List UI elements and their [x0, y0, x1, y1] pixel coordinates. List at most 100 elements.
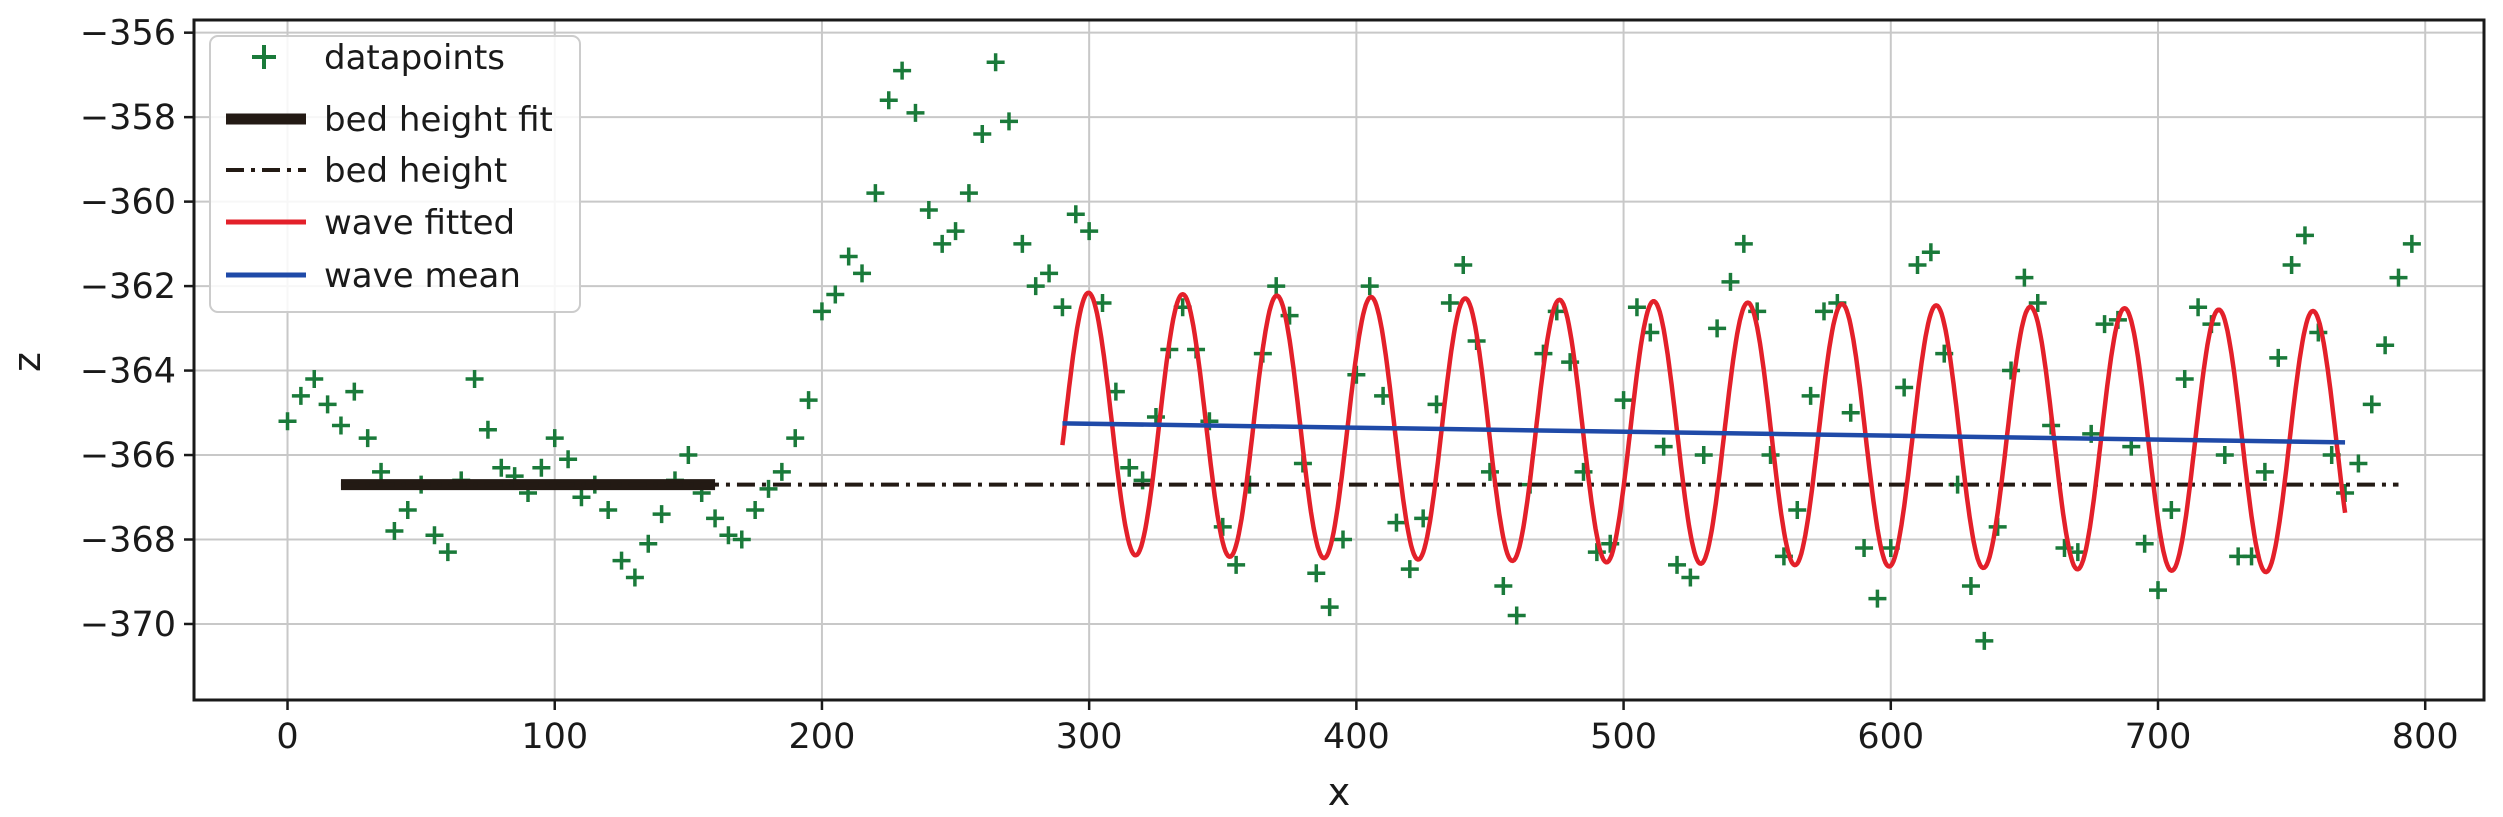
datapoint-117 — [1841, 403, 1860, 422]
datapoint-130 — [2015, 268, 2034, 287]
datapoint-52 — [973, 125, 992, 144]
datapoint-79 — [1334, 530, 1353, 549]
datapoint-118 — [1855, 538, 1874, 557]
datapoint-22 — [572, 488, 591, 507]
legend-label-bed-height-fit: bed height fit — [324, 100, 553, 140]
y-tick-label-364: −364 — [80, 352, 176, 392]
datapoint-45 — [879, 91, 898, 110]
datapoint-43 — [853, 264, 872, 283]
datapoint-8 — [385, 522, 404, 541]
legend-entry-bed-height: bed height — [226, 151, 507, 191]
datapoint-77 — [1307, 564, 1326, 583]
wave-mean-line — [1062, 421, 2346, 445]
datapoint-50 — [946, 222, 965, 241]
y-tick-label-356: −356 — [80, 14, 176, 54]
datapoint-58 — [1053, 298, 1072, 317]
datapoint-48 — [919, 201, 938, 220]
legend-label-datapoints: datapoints — [324, 38, 505, 78]
datapoint-106 — [1694, 446, 1713, 465]
datapoint-119 — [1868, 589, 1887, 608]
x-tick-label-800: 800 — [2392, 717, 2459, 757]
datapoint-9 — [398, 500, 417, 519]
datapoint-127 — [1975, 631, 1994, 650]
datapoint-49 — [933, 234, 952, 253]
y-tick-label-368: −368 — [80, 521, 176, 561]
plot-frame — [192, 18, 2486, 702]
x-tick-label-700: 700 — [2125, 717, 2192, 757]
datapoint-114 — [1801, 386, 1820, 405]
datapoint-1 — [291, 386, 310, 405]
legend-entry-wave-fitted: wave fitted — [226, 203, 515, 243]
datapoint-14 — [465, 370, 484, 389]
datapoint-83 — [1387, 513, 1406, 532]
datapoint-103 — [1654, 437, 1673, 456]
datapoint-123 — [1921, 243, 1940, 262]
datapoint-84 — [1400, 560, 1419, 579]
datapoint-11 — [425, 526, 444, 545]
datapoint-57 — [1040, 264, 1059, 283]
datapoint-3 — [318, 395, 337, 414]
datapoint-74 — [1267, 277, 1286, 296]
datapoint-101 — [1627, 298, 1646, 317]
datapoint-122 — [1908, 255, 1927, 274]
datapoint-87 — [1440, 293, 1459, 312]
x-tick-label-400: 400 — [1323, 717, 1390, 757]
datapoint-142 — [2175, 370, 2194, 389]
datapoint-25 — [612, 551, 631, 570]
datapoint-47 — [906, 103, 925, 122]
legend-entry-wave-mean: wave mean — [226, 256, 521, 296]
x-tick-label-600: 600 — [1857, 717, 1924, 757]
datapoint-39 — [799, 391, 818, 410]
datapoint-81 — [1360, 277, 1379, 296]
legend-label-wave-fitted: wave fitted — [324, 203, 515, 243]
datapoint-20 — [545, 429, 564, 448]
datapoint-34 — [732, 530, 751, 549]
legend-swatch-datapoints — [252, 45, 276, 69]
datapoint-59 — [1066, 205, 1085, 224]
datapoint-12 — [438, 543, 457, 562]
datapoint-38 — [786, 429, 805, 448]
datapoint-158 — [2389, 268, 2408, 287]
x-tick-label-200: 200 — [789, 717, 856, 757]
legend-entry-datapoints: datapoints — [252, 38, 505, 78]
datapoint-35 — [746, 500, 765, 519]
datapoint-92 — [1507, 606, 1526, 625]
datapoint-148 — [2255, 462, 2274, 481]
series-datapoints — [278, 53, 2421, 650]
datapoint-36 — [759, 479, 778, 498]
datapoint-150 — [2282, 255, 2301, 274]
datapoint-105 — [1681, 568, 1700, 587]
x-tick-label-300: 300 — [1056, 717, 1123, 757]
datapoint-139 — [2135, 534, 2154, 553]
datapoint-44 — [866, 184, 885, 203]
datapoint-27 — [639, 534, 658, 553]
datapoint-40 — [812, 302, 831, 321]
y-tick-label-370: −370 — [80, 605, 176, 645]
y-tick-label-366: −366 — [80, 436, 176, 476]
legend-box — [209, 35, 581, 313]
datapoint-145 — [2215, 446, 2234, 465]
datapoint-143 — [2189, 298, 2208, 317]
y-tick-label-360: −360 — [80, 183, 176, 223]
datapoint-155 — [2349, 454, 2368, 473]
datapoint-88 — [1454, 255, 1473, 274]
datapoint-107 — [1708, 319, 1727, 338]
legend-label-wave-mean: wave mean — [324, 256, 521, 296]
wave-fitted-curve — [1060, 290, 2348, 575]
datapoint-100 — [1614, 391, 1633, 410]
datapoint-157 — [2376, 336, 2395, 355]
datapoint-53 — [986, 53, 1005, 72]
datapoint-115 — [1814, 302, 1833, 321]
datapoint-131 — [2028, 293, 2047, 312]
datapoint-104 — [1668, 555, 1687, 574]
series-layer — [278, 53, 2421, 650]
series-wave-mean — [1062, 421, 2346, 445]
datapoint-15 — [478, 420, 497, 439]
datapoint-46 — [893, 61, 912, 80]
legend: datapoints bed height fit bed height wav… — [209, 35, 581, 313]
datapoint-136 — [2095, 315, 2114, 334]
datapoint-108 — [1721, 272, 1740, 291]
datapoint-109 — [1734, 234, 1753, 253]
datapoint-28 — [652, 505, 671, 524]
legend-entry-bed-height-fit: bed height fit — [226, 100, 553, 140]
